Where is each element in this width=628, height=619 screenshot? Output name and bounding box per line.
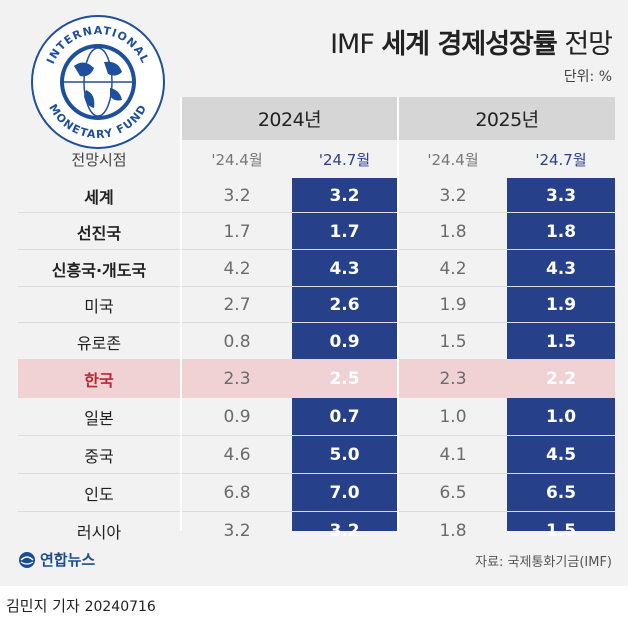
highlight-column-2025-upper xyxy=(507,178,615,360)
column-divider xyxy=(180,97,182,531)
row-label: 중국 xyxy=(84,447,114,466)
forecast-july-value: 0.7 xyxy=(329,407,360,427)
table-row: 중국 4.6 5.0 4.1 4.5 xyxy=(18,436,615,474)
row-label: 신흥국·개도국 xyxy=(51,260,147,280)
table-row: 일본 0.9 0.7 1.0 1.0 xyxy=(18,398,615,436)
forecast-april-value: 2.3 xyxy=(439,369,467,389)
forecast-april-value: 6.8 xyxy=(223,483,251,503)
forecast-april-value: 1.9 xyxy=(439,295,467,315)
highlight-column-2024-upper xyxy=(292,178,397,368)
forecast-april-value: 0.8 xyxy=(223,331,251,352)
highlight-column-2025-lower xyxy=(507,398,615,531)
yonhap-logo: 연합뉴스 xyxy=(18,549,95,570)
table-row: 선진국 1.7 1.7 1.8 1.8 xyxy=(18,213,615,250)
forecast-july-value: 1.5 xyxy=(545,331,577,352)
column-divider xyxy=(397,97,399,531)
table-row: 미국 2.7 2.6 1.9 1.9 xyxy=(18,287,615,323)
table-row: 한국 2.3 2.5 2.3 2.2 xyxy=(18,360,615,398)
yonhap-globe-icon xyxy=(19,551,35,568)
forecast-april-value: 4.2 xyxy=(439,258,467,279)
table-row: 세계 3.2 3.2 3.2 3.3 xyxy=(18,178,615,213)
forecast-july-value: 4.3 xyxy=(545,258,577,279)
row-label: 러시아 xyxy=(76,523,122,542)
title-main: 세계 경제성장률 xyxy=(381,29,557,60)
forecast-july-value: 3.2 xyxy=(329,185,360,206)
forecast-april-value: 2.3 xyxy=(223,369,251,389)
subheader-2025-july: '24.7월 xyxy=(535,150,587,169)
row-divider xyxy=(18,473,615,474)
forecast-april-value: 1.8 xyxy=(439,221,467,242)
forecast-april-value: 3.2 xyxy=(439,185,467,206)
highlight-column-2024-lower xyxy=(292,398,397,531)
row-divider xyxy=(18,212,615,213)
row-divider xyxy=(18,359,615,360)
row-label: 유로존 xyxy=(76,333,122,353)
forecast-april-value: 4.1 xyxy=(439,445,467,465)
year-header-2025: 2025년 xyxy=(399,97,615,140)
forecast-april-value: 0.9 xyxy=(223,407,251,427)
forecast-july-value: 5.0 xyxy=(329,445,360,465)
reporter-name: 김민지 기자 xyxy=(6,597,80,615)
forecast-april-value: 2.7 xyxy=(223,295,251,315)
row-header-label: 전망시점 xyxy=(71,150,127,169)
forecast-april-value: 4.2 xyxy=(223,258,251,279)
table-row: 유로존 0.8 0.9 1.5 1.5 xyxy=(18,323,615,360)
forecast-april-value: 3.2 xyxy=(223,521,251,541)
forecast-july-value: 4.5 xyxy=(545,445,577,465)
forecast-july-value: 1.0 xyxy=(545,407,577,427)
title-suffix: 전망 xyxy=(556,29,613,60)
forecast-april-value: 1.8 xyxy=(439,521,467,541)
forecast-july-value: 2.2 xyxy=(545,369,577,389)
forecast-july-value: 1.8 xyxy=(545,221,577,242)
row-divider xyxy=(18,286,615,287)
subheader-2025-april: '24.4월 xyxy=(427,150,479,169)
forecast-april-value: 1.0 xyxy=(439,407,467,427)
forecast-july-value: 2.6 xyxy=(329,295,360,315)
forecast-july-value: 1.9 xyxy=(545,295,577,315)
forecast-april-value: 6.5 xyxy=(439,483,467,503)
infographic-card: INTERNATIONAL MONETARY FUND IMF 세계 경제성장률… xyxy=(0,0,628,586)
forecast-july-value: 6.5 xyxy=(545,483,577,503)
forecast-july-value: 3.3 xyxy=(545,185,577,206)
byline: 김민지 기자 20240716 xyxy=(6,595,156,616)
subheader-2024-july: '24.7월 xyxy=(318,150,371,169)
publish-date: 20240716 xyxy=(84,599,156,615)
row-label: 일본 xyxy=(84,409,114,428)
row-divider xyxy=(18,511,615,512)
row-label: 한국 xyxy=(84,371,114,390)
title-prefix: IMF xyxy=(330,29,382,60)
forecast-july-value: 0.9 xyxy=(329,331,360,352)
forecast-april-value: 1.7 xyxy=(223,221,251,242)
forecast-april-value: 4.6 xyxy=(223,445,251,465)
row-label: 세계 xyxy=(84,187,114,207)
forecast-july-value: 4.3 xyxy=(329,258,360,279)
source-note: 자료: 국제통화기금(IMF) xyxy=(475,555,612,570)
row-divider xyxy=(18,322,615,323)
row-label: 인도 xyxy=(84,485,114,504)
row-label: 미국 xyxy=(84,297,114,316)
imf-logo: INTERNATIONAL MONETARY FUND xyxy=(31,15,165,149)
forecast-april-value: 3.2 xyxy=(223,185,251,206)
table-row: 러시아 3.2 3.2 1.8 1.5 xyxy=(18,512,615,550)
year-header-2024: 2024년 xyxy=(182,97,397,140)
agency-name: 연합뉴스 xyxy=(40,551,96,569)
subheader-2024-april: '24.4월 xyxy=(211,150,263,169)
page-title: IMF 세계 경제성장률 전망 xyxy=(330,22,613,61)
forecast-july-value: 2.5 xyxy=(329,369,360,389)
forecast-july-value: 7.0 xyxy=(329,483,360,503)
forecast-july-value: 1.7 xyxy=(329,221,360,242)
row-divider xyxy=(18,249,615,250)
table-row: 인도 6.8 7.0 6.5 6.5 xyxy=(18,474,615,512)
unit-label: 단위: % xyxy=(563,69,612,85)
forecast-april-value: 1.5 xyxy=(439,331,467,352)
row-label: 선진국 xyxy=(76,223,122,243)
forecast-july-value: 3.2 xyxy=(329,521,360,541)
row-divider xyxy=(18,435,615,436)
table-row: 신흥국·개도국 4.2 4.3 4.2 4.3 xyxy=(18,250,615,287)
forecast-july-value: 1.5 xyxy=(545,521,577,541)
